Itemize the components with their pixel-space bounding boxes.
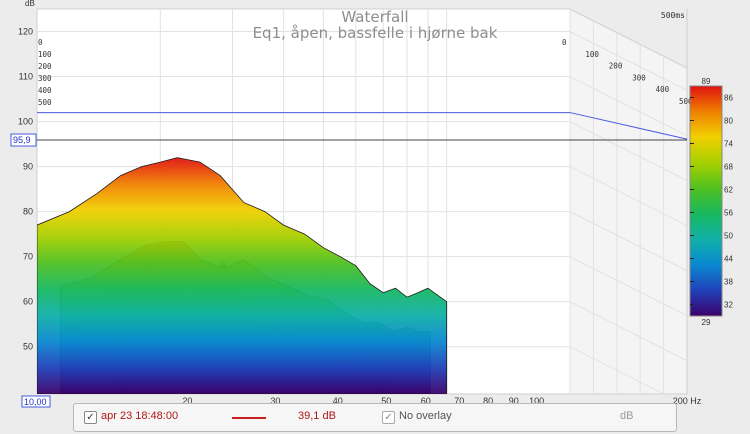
z-tick-label-left: 500 [38,98,52,107]
z-tick-label-left: 300 [38,74,52,83]
overlay-checkbox[interactable]: ✓ [382,411,395,424]
x-axis: 10,00 20 30 40 50 60 70 80 90 100 200 Hz [21,395,702,408]
color-scale-tick-label: 74 [724,140,733,149]
cursor-label: 95,9 [13,135,31,145]
z-tick-label-diagonal: 500 [679,97,693,106]
limit-line-side [569,112,688,140]
chart-title: Waterfall [341,8,409,26]
x-tick-label: 30 [270,396,280,406]
y-tick-label: 50 [23,342,33,352]
z-tick-label-diagonal: 200 [609,62,623,71]
color-scale-tick-label: 38 [724,278,733,287]
color-scale-tick-label: 32 [724,301,733,310]
grid-line-side [569,346,688,407]
measurement-name[interactable]: apr 23 18:48:00 [101,410,179,422]
color-scale-tick-label: 62 [724,186,733,195]
x-tick-label: 70 [454,396,464,406]
measurement-checkbox[interactable]: ✓ [84,411,97,424]
grid-line-side [569,31,688,91]
z-tick-label-left: 200 [38,62,52,71]
grid-line-side [569,121,688,182]
color-scale-tick-label: 56 [724,209,733,218]
y-tick-label: 80 [23,207,33,217]
z-tick-label-left: 400 [38,86,52,95]
color-scale-tick-label: 50 [724,232,733,241]
z-tick-label-left: 0 [38,38,43,47]
status-bar: ✓ apr 23 18:48:00 39,1 dB ✓ No overlay d… [73,403,677,432]
color-scale-tick-label: 44 [724,255,733,264]
y-tick-label: 70 [23,252,33,262]
color-scale-max: 89 [702,77,711,86]
y-tick-label: 120 [18,27,33,37]
x-tick-label: 20 [182,396,192,406]
overlay-label[interactable]: No overlay [399,410,452,422]
time-window-label: 500ms [661,11,685,20]
y-tick-label: 60 [23,297,33,307]
trace-color-swatch[interactable] [232,417,266,419]
grid-line-side [569,166,688,227]
z-tick-label-left: 100 [38,50,52,59]
grid-line-side [569,76,688,136]
grid-line-side [569,211,688,272]
color-scale-gradient [689,85,723,317]
waterfall-slice [37,157,448,394]
y-tick-label: 90 [23,162,33,172]
cursor-label-box [10,133,37,147]
x-tick-label: 60 [421,396,431,406]
color-scale-tick-label: 68 [724,163,733,172]
z-axis: 0 0 100 100 200 200 300 300 400 400 500 500 500ms [38,11,693,107]
chart-subtitle: Eq1, åpen, bassfelle i hjørne bak [252,24,498,42]
z-tick-label-diagonal: 100 [585,50,599,59]
reference-lines: 95,9 [10,112,688,147]
x-tick-label: 100 [529,396,544,406]
color-scale-bar: 89 29 32 38 44 50 56 62 68 74 80 86 [689,77,733,327]
y-axis: dB 50 60 70 80 90 100 110 120 [18,0,35,352]
measurement-level: 39,1 dB [298,410,336,422]
waterfall-slices [37,157,448,394]
y-tick-label: 100 [18,117,33,127]
x-tick-label: 80 [483,396,493,406]
x-tick-label: 40 [333,396,343,406]
x-tick-label: 90 [509,396,519,406]
y-axis-unit: dB [25,0,35,8]
color-scale-tick-label: 86 [724,94,733,103]
grid-line-side [569,301,688,362]
x-start-label: 10,00 [24,397,47,407]
z-tick-label-diagonal: 400 [656,85,670,94]
color-scale-min: 29 [702,318,711,327]
grid-line-side [569,256,688,317]
y-tick-label: 110 [19,72,33,82]
z-tick-label-diagonal: 300 [632,73,646,82]
x-tick-label: 200 Hz [673,396,702,406]
x-tick-label: 50 [381,396,391,406]
overlay-unit: dB [620,410,634,422]
x-start-label-box [21,395,51,408]
z-tick-label-diagonal: 0 [562,38,567,47]
side-wall [569,8,688,395]
color-scale-tick-label: 80 [724,117,733,126]
